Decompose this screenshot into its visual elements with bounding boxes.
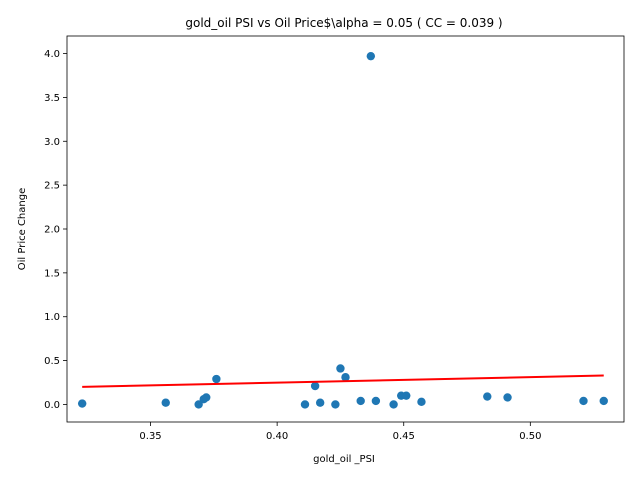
x-tick-label: 0.50 xyxy=(519,431,541,442)
x-tick-label: 0.40 xyxy=(266,431,288,442)
scatter-point xyxy=(483,392,492,401)
chart-title: gold_oil PSI vs Oil Price$\alpha = 0.05 … xyxy=(185,16,502,30)
x-tick-label: 0.45 xyxy=(393,431,415,442)
scatter-point xyxy=(202,393,211,402)
plot-area xyxy=(77,51,608,409)
y-axis-title: Oil Price Change xyxy=(17,188,28,270)
scatter-point xyxy=(366,51,376,61)
y-tick-label: 1.5 xyxy=(44,268,60,279)
scatter-point xyxy=(389,400,398,409)
scatter-point xyxy=(194,400,203,409)
scatter-point xyxy=(77,399,87,408)
scatter-point xyxy=(300,400,310,409)
scatter-point xyxy=(417,397,426,407)
scatter-point xyxy=(341,373,350,382)
scatter-point xyxy=(503,393,512,402)
fit-line xyxy=(82,374,604,388)
y-axis: 0.0 0.5 1.0 1.5 2.0 2.5 3.0 3.5 4.0 xyxy=(44,49,67,411)
scatter-point xyxy=(579,396,588,406)
scatter-point xyxy=(315,398,325,407)
scatter-point xyxy=(212,374,221,384)
scatter-point xyxy=(331,400,340,409)
y-tick-label: 4.0 xyxy=(44,49,60,60)
y-tick-label: 0.0 xyxy=(44,400,60,411)
scatter-point xyxy=(161,398,170,407)
y-tick-label: 2.0 xyxy=(44,225,60,236)
scatter-point xyxy=(310,381,320,391)
scatter-point xyxy=(371,396,381,406)
y-tick-label: 3.0 xyxy=(44,137,60,148)
y-tick-label: 1.0 xyxy=(44,312,60,323)
axes-frame xyxy=(66,35,625,423)
y-tick-label: 0.5 xyxy=(44,356,60,367)
x-axis: 0.35 0.40 0.45 0.50 xyxy=(139,422,541,442)
scatter-point xyxy=(599,396,608,406)
scatter-point xyxy=(356,396,365,406)
x-axis-title: gold_oil _PSI xyxy=(313,454,375,465)
x-tick-label: 0.35 xyxy=(139,431,161,442)
scatter-point xyxy=(402,391,411,400)
scatter-point xyxy=(336,364,345,373)
y-tick-label: 2.5 xyxy=(44,181,60,192)
y-tick-label: 3.5 xyxy=(44,93,60,104)
